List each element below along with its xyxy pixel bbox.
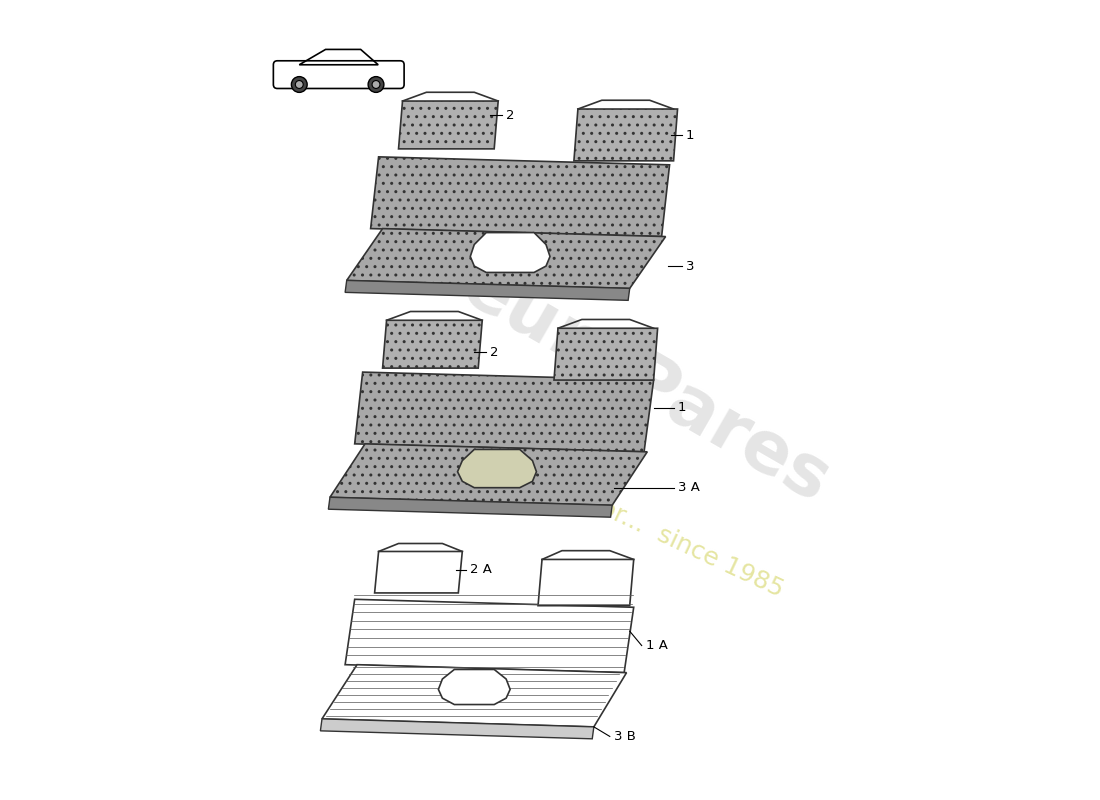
Circle shape <box>372 81 379 89</box>
Text: 2 A: 2 A <box>471 563 492 576</box>
Polygon shape <box>345 281 629 300</box>
Text: 2: 2 <box>506 109 515 122</box>
Polygon shape <box>322 665 627 727</box>
Text: 1: 1 <box>685 129 694 142</box>
Text: 3 B: 3 B <box>614 730 636 743</box>
Text: 1 A: 1 A <box>646 639 668 652</box>
Polygon shape <box>354 372 653 452</box>
Polygon shape <box>320 719 594 739</box>
Text: 3: 3 <box>685 259 694 273</box>
Polygon shape <box>345 599 634 673</box>
Text: 2: 2 <box>491 346 498 358</box>
Circle shape <box>368 77 384 92</box>
Polygon shape <box>346 229 666 288</box>
Polygon shape <box>574 109 678 161</box>
Polygon shape <box>329 498 613 517</box>
Text: 3 A: 3 A <box>678 481 700 494</box>
Text: euroPares: euroPares <box>450 251 842 518</box>
FancyBboxPatch shape <box>274 61 404 89</box>
Text: a passion for...  since 1985: a passion for... since 1985 <box>473 438 786 602</box>
Polygon shape <box>383 320 482 368</box>
Polygon shape <box>538 559 634 606</box>
Circle shape <box>292 77 307 92</box>
Circle shape <box>295 81 304 89</box>
Polygon shape <box>554 328 658 380</box>
Polygon shape <box>398 101 498 149</box>
Polygon shape <box>439 670 510 705</box>
Polygon shape <box>458 450 537 488</box>
Polygon shape <box>330 444 647 506</box>
Polygon shape <box>471 233 550 273</box>
Polygon shape <box>371 157 670 237</box>
Text: 1: 1 <box>678 402 686 414</box>
Polygon shape <box>375 551 462 593</box>
